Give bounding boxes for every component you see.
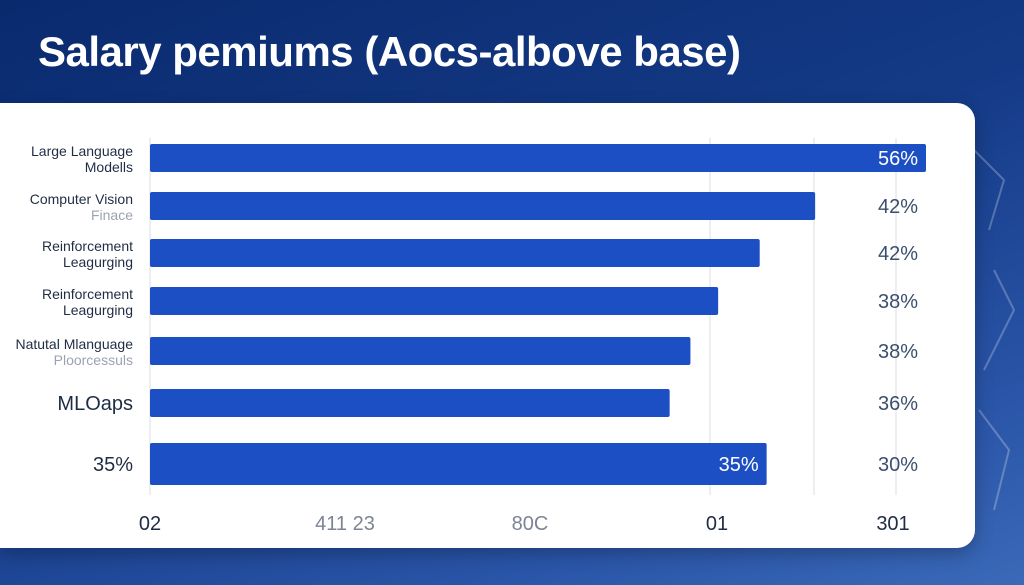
bar	[150, 192, 816, 220]
category-label: MLOaps	[57, 393, 133, 415]
chart-title: Salary pemiums (Aocs-albove base)	[38, 28, 741, 75]
category-sublabel: Modells	[85, 159, 133, 175]
bar	[150, 239, 760, 267]
x-tick-label: 411 23	[315, 513, 375, 535]
x-tick-label: 01	[706, 513, 728, 535]
x-tick-label: 301	[876, 513, 909, 535]
bar	[150, 287, 719, 315]
value-label: 38%	[878, 341, 918, 363]
category-sublabel: Leagurging	[63, 254, 133, 270]
value-label: 42%	[878, 243, 918, 265]
bar	[150, 443, 767, 485]
value-label: 36%	[878, 393, 918, 415]
bar	[150, 144, 926, 172]
x-tick-label: 02	[139, 513, 161, 535]
category-label: Large Language	[31, 143, 133, 159]
background-decoration	[973, 149, 1016, 511]
category-label: Reinforcement	[42, 286, 133, 302]
value-label: 42%	[878, 196, 918, 218]
category-label: Natutal Mlanguage	[15, 336, 133, 352]
category-label: Computer Vision	[30, 191, 133, 207]
bar-value-label: 56%	[878, 148, 918, 170]
category-sublabel: Ploorcessuls	[54, 352, 133, 368]
category-label: 35%	[93, 454, 133, 476]
bar	[150, 389, 670, 417]
chart-card: Large Language Modells 56% Computer Vision F…	[0, 103, 975, 548]
category-sublabel: Leagurging	[63, 302, 133, 318]
value-label: 30%	[878, 454, 918, 476]
bar	[150, 337, 691, 365]
bar-value-label: 35%	[719, 454, 759, 476]
category-label: Reinforcement	[42, 238, 133, 254]
category-sublabel: Finace	[91, 207, 133, 223]
x-tick-label: 80C	[512, 513, 549, 535]
value-label: 38%	[878, 291, 918, 313]
